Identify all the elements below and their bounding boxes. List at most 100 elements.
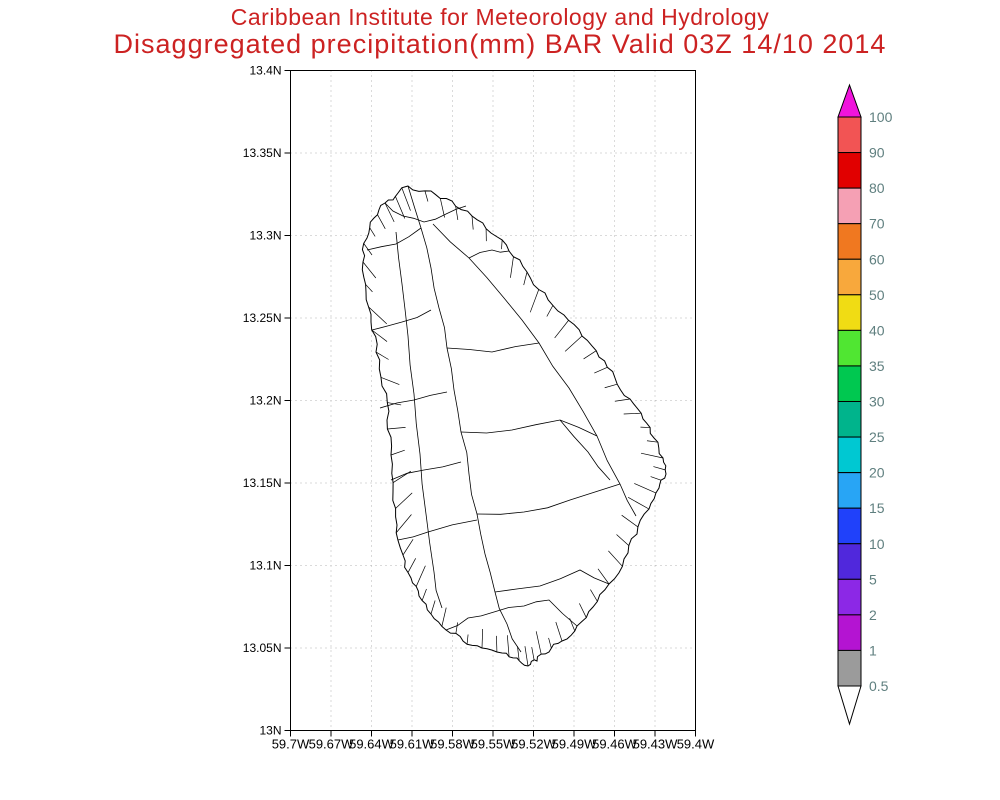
longitude-label: 59.52W [511, 737, 557, 752]
watershed-spur [524, 646, 529, 667]
watershed-boundary [371, 309, 432, 331]
colorbar-segment [837, 578, 862, 616]
watershed-spur [535, 631, 542, 655]
watershed-spur [395, 196, 406, 219]
watershed-spur [415, 565, 426, 587]
watershed-spur [634, 483, 656, 494]
watershed-boundary [384, 202, 467, 223]
colorbar-arrow-down [837, 685, 862, 726]
latitude-label: 13N [259, 724, 281, 738]
watershed-spur [395, 514, 412, 534]
watershed-boundary [460, 419, 598, 437]
watershed-boundary [397, 519, 478, 541]
watershed-spur [377, 214, 386, 229]
watershed-spur [510, 256, 514, 278]
colorbar-label: 100 [869, 109, 893, 125]
colorbar-segment [837, 365, 862, 402]
longitude-label: 59.55W [471, 737, 517, 752]
watershed-spur [506, 635, 510, 657]
barbados-island-layer [361, 185, 667, 667]
colorbar-segment [837, 294, 862, 331]
colorbar-arrow-up [837, 83, 862, 118]
watershed-spur [384, 202, 395, 223]
colorbar-label: 30 [869, 394, 885, 410]
watershed-spur [650, 476, 662, 481]
watershed-spur [387, 402, 402, 406]
watershed-spur [481, 629, 484, 649]
colorbar-segment [837, 258, 862, 296]
watershed-spur [604, 383, 618, 389]
colorbar-label: 50 [869, 287, 885, 303]
watershed-spur [554, 320, 569, 339]
watershed-spur [363, 243, 373, 256]
longitude-label: 59.4W [677, 737, 715, 752]
watershed-spur [653, 466, 666, 471]
watershed-spur [424, 190, 429, 202]
watershed-spur [441, 607, 447, 627]
colorbar-segment [837, 543, 862, 580]
latitude-label: 13.2N [249, 394, 281, 408]
watershed-spur [621, 514, 639, 528]
watershed-spur [583, 350, 597, 360]
watershed-spur [421, 588, 427, 601]
watershed-spur [392, 470, 412, 484]
watershed-spur [430, 600, 436, 615]
watershed-boundary [468, 249, 510, 259]
longitude-label: 59.61W [390, 737, 436, 752]
watershed-spur [590, 589, 598, 602]
watershed-spur [555, 621, 563, 642]
watershed-spur [608, 550, 623, 567]
watershed-spur [517, 646, 520, 661]
watershed-spur [466, 634, 469, 645]
colorbar-label: 1 [869, 642, 877, 658]
longitude-label: 59.64W [349, 737, 395, 752]
colorbar-label: 70 [869, 216, 885, 232]
watershed-spur [569, 618, 576, 632]
colorbar-segment [837, 614, 862, 651]
colorbar-label: 10 [869, 536, 885, 552]
watershed-spur [407, 558, 416, 573]
watershed-spur [623, 412, 642, 415]
colorbar-segment [837, 152, 862, 189]
colorbar-label: 20 [869, 465, 885, 481]
watershed-spur [546, 305, 554, 317]
watershed-spur [362, 261, 377, 279]
colorbar-label: 35 [869, 358, 885, 374]
watershed-boundary [395, 231, 443, 609]
colorbar: 100 90 80 70 60 50 40 35 30 25 20 15 10 5 2 1 0.5 [837, 83, 893, 726]
axis-tick-layer [284, 70, 696, 737]
watershed-boundary [366, 227, 422, 251]
colorbar-label: 2 [869, 607, 877, 623]
watershed-spur [371, 329, 388, 342]
latitude-label: 13.05N [243, 641, 282, 655]
barbados-coastline [361, 185, 667, 667]
longitude-label: 59.67W [309, 737, 355, 752]
watershed-spur [646, 440, 658, 443]
colorbar-segment [837, 401, 862, 438]
colorbar-segment [837, 472, 862, 509]
colorbar-segment [837, 116, 862, 154]
watershed-spur [627, 497, 650, 510]
watershed-boundary [445, 599, 578, 631]
watershed-spur [402, 539, 414, 556]
watershed-spur [439, 198, 445, 218]
colorbar-segment [837, 507, 862, 545]
latitude-label: 13.1N [249, 559, 281, 573]
watershed-boundary [559, 419, 611, 481]
watershed-spur [387, 427, 406, 430]
colorbar-label: 25 [869, 429, 885, 445]
colorbar-label: 80 [869, 180, 885, 196]
colorbar-label: 60 [869, 251, 885, 267]
latitude-label: 13.3N [249, 229, 281, 243]
colorbar-label: 0.5 [869, 678, 889, 694]
watershed-spur [369, 227, 376, 237]
watershed-spur [455, 622, 458, 634]
watershed-spur [365, 284, 373, 293]
colorbar-label: 90 [869, 145, 885, 161]
colorbar-segment [837, 436, 862, 474]
watershed-spur [395, 492, 413, 509]
figure-title-line2: Disaggregated precipitation(mm) BAR Vali… [113, 29, 887, 59]
watershed-spur [594, 366, 608, 374]
